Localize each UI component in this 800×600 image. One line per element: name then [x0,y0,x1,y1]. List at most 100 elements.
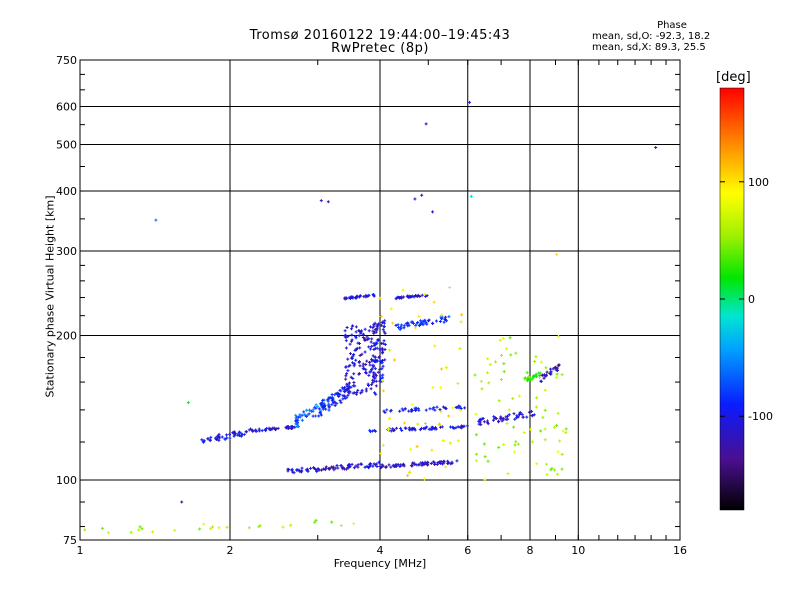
data-point [555,372,559,376]
data-point [460,313,464,317]
data-point [225,433,229,437]
data-point [290,468,294,472]
data-point [257,429,261,433]
data-point [379,377,383,381]
data-point [393,358,397,362]
data-point [504,417,508,421]
data-point [553,468,557,472]
data-point [356,388,360,392]
data-point [368,363,372,367]
data-point [548,372,552,376]
data-point [420,293,424,297]
data-point [440,315,444,319]
data-point [434,427,438,431]
data-point [324,407,328,411]
data-point [333,400,337,404]
data-point [381,389,385,393]
data-point [129,530,133,534]
data-point [474,412,478,416]
data-point [423,292,427,296]
data-point [330,399,334,403]
data-point [334,466,338,470]
data-point [357,361,361,365]
data-point [416,294,420,298]
data-point [378,359,382,363]
data-point [154,218,158,222]
data-point [421,462,425,466]
data-point [417,408,421,412]
data-point [522,430,526,434]
data-point [383,319,387,323]
data-point [448,441,452,445]
data-point [409,409,413,413]
data-point [500,419,504,423]
data-point [296,425,300,429]
data-point [442,320,446,324]
phase-statistics: Phase mean, sd,O: -92.3, 18.2 mean, sd,X… [592,20,722,53]
data-point [439,313,443,317]
x-tick-label: 6 [464,544,471,557]
data-point [370,357,374,361]
data-point [401,288,405,292]
data-point [377,338,381,342]
data-point [371,378,375,382]
data-point [512,412,516,416]
data-point [513,450,517,454]
data-point [343,386,347,390]
data-point [362,295,366,299]
data-point [399,325,403,329]
data-point [343,297,347,301]
phase-x-mode-stats: mean, sd,X: 89.3, 25.5 [592,42,706,53]
data-point [398,465,402,469]
data-point [486,357,490,361]
data-point [367,360,371,364]
data-point [431,460,435,464]
data-point [379,466,383,470]
data-point [412,426,416,430]
data-point [456,439,460,443]
data-point [369,325,373,329]
data-point [557,334,561,338]
data-point [371,363,375,367]
data-point [338,388,342,392]
data-point [556,411,560,415]
data-point [431,385,435,389]
data-point [223,437,227,441]
data-point [336,391,340,395]
data-point [318,411,322,415]
data-point [350,333,354,337]
data-point [456,425,460,429]
data-point [346,357,350,361]
data-point [468,100,472,104]
data-point [516,415,520,419]
data-point [358,354,362,358]
data-point [402,324,406,328]
data-point [514,351,518,355]
data-point [311,414,315,418]
data-point [330,403,334,407]
data-point [300,466,304,470]
data-point [473,373,477,377]
data-point [506,472,510,476]
data-point [530,377,534,381]
data-point [371,354,375,358]
data-point [341,397,345,401]
data-point [344,377,348,381]
data-point [344,336,348,340]
data-point [367,337,371,341]
data-point [451,406,455,410]
data-point [353,348,357,352]
colorbar-ticks: 100 0 -100 [720,176,773,423]
data-point [403,407,407,411]
data-point [345,296,349,300]
data-point [487,381,491,385]
data-point [564,427,568,431]
data-point [527,410,531,414]
data-point [422,477,426,481]
data-point [391,427,395,431]
data-point [373,355,377,359]
data-point [446,460,450,464]
data-point [403,421,407,425]
data-point [304,414,308,418]
data-point [512,425,516,429]
